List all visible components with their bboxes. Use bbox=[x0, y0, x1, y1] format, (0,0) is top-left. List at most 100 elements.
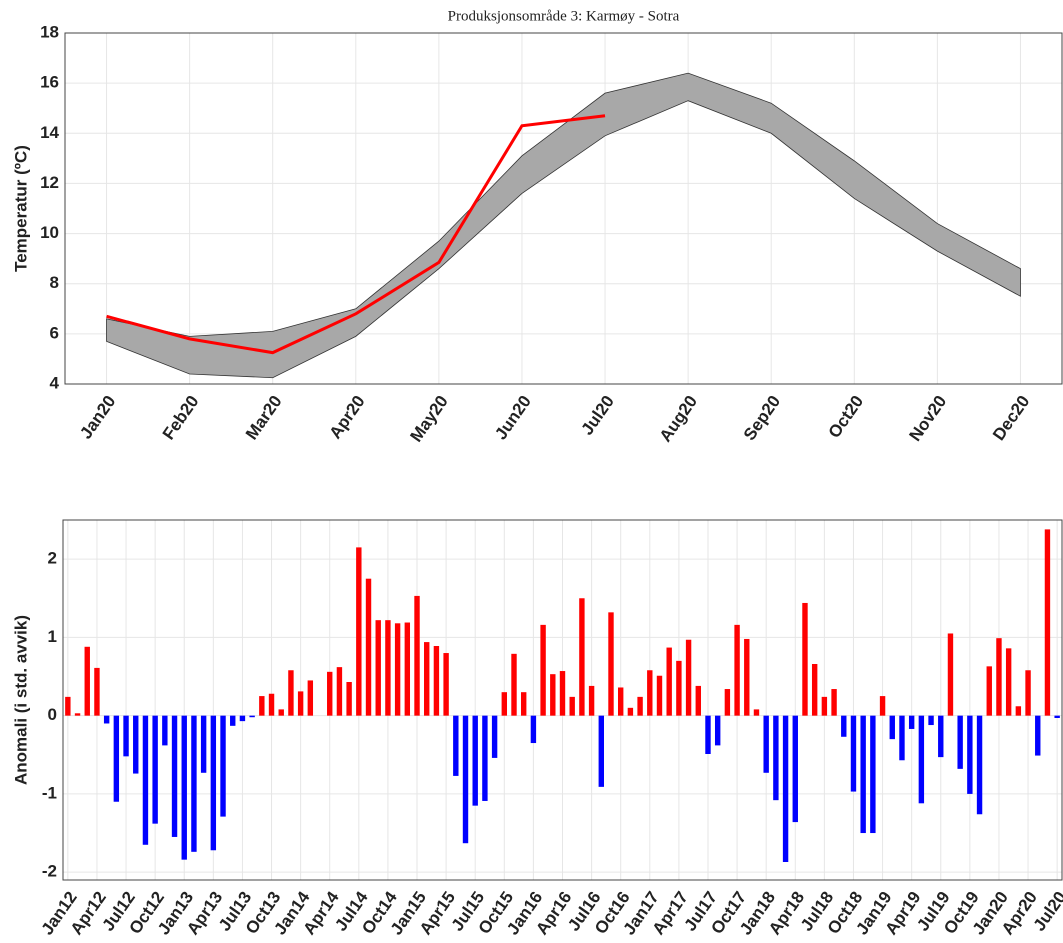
x-tick-label: May20 bbox=[406, 392, 451, 445]
bar bbox=[152, 715, 158, 824]
y-tick-label: 2 bbox=[48, 549, 57, 568]
bar bbox=[637, 696, 643, 716]
bar bbox=[142, 715, 149, 845]
y-axis-label: Temperatur (ºC) bbox=[11, 145, 30, 272]
bar bbox=[714, 715, 721, 746]
y-tick-label: 8 bbox=[50, 273, 59, 292]
bar bbox=[365, 578, 372, 716]
bar bbox=[588, 685, 595, 716]
bar bbox=[569, 696, 575, 716]
axis-box bbox=[64, 32, 1063, 385]
bar bbox=[792, 715, 798, 823]
bar bbox=[394, 623, 401, 716]
x-tick-label: Aug20 bbox=[656, 392, 701, 445]
bar bbox=[928, 715, 934, 726]
bar bbox=[94, 667, 100, 716]
bar bbox=[559, 671, 566, 716]
bar bbox=[821, 696, 828, 716]
y-tick-label: -1 bbox=[42, 783, 57, 802]
bar bbox=[239, 715, 246, 722]
bar bbox=[414, 595, 420, 716]
bar bbox=[356, 547, 362, 716]
bar bbox=[521, 692, 527, 716]
bar bbox=[938, 715, 944, 758]
y-tick-label: 6 bbox=[50, 323, 59, 342]
bar bbox=[210, 715, 217, 851]
bar bbox=[753, 709, 760, 716]
bar bbox=[811, 664, 818, 716]
bar bbox=[249, 715, 255, 718]
bar bbox=[482, 715, 488, 801]
bar bbox=[162, 715, 168, 746]
y-tick-label: -2 bbox=[42, 862, 57, 881]
bar bbox=[268, 693, 275, 716]
bar bbox=[1035, 715, 1041, 756]
bar bbox=[404, 622, 411, 716]
bar bbox=[181, 715, 187, 860]
bar bbox=[278, 709, 284, 716]
bar bbox=[171, 715, 178, 837]
bar bbox=[695, 685, 701, 716]
bar bbox=[802, 602, 808, 716]
axis-box bbox=[62, 519, 1063, 881]
bar bbox=[656, 675, 663, 716]
band bbox=[106, 72, 1021, 379]
x-tick-label: Oct20 bbox=[825, 392, 868, 442]
bar bbox=[763, 715, 769, 773]
y-axis-label: Anomali (i std. avvik) bbox=[11, 615, 30, 785]
bar bbox=[627, 707, 634, 716]
bar bbox=[666, 647, 672, 716]
bar bbox=[472, 715, 478, 806]
bar bbox=[908, 715, 915, 729]
bar bbox=[530, 715, 537, 744]
bar bbox=[705, 715, 711, 754]
chart-title: Produksjonsområde 3: Karmøy - Sotra bbox=[448, 8, 680, 24]
y-tick-label: 14 bbox=[40, 123, 59, 142]
bar bbox=[957, 715, 963, 769]
bar bbox=[288, 670, 294, 716]
bar bbox=[579, 598, 585, 716]
bar bbox=[676, 660, 682, 716]
bar bbox=[84, 646, 90, 716]
y-tick-label: 1 bbox=[48, 627, 57, 646]
x-tick-label: Mar20 bbox=[242, 392, 286, 443]
bar bbox=[511, 653, 517, 716]
bar bbox=[782, 715, 789, 862]
x-tick-label: Feb20 bbox=[159, 392, 203, 443]
bar bbox=[647, 670, 653, 716]
x-tick-label: Jan20 bbox=[76, 392, 119, 442]
bar bbox=[1044, 529, 1051, 716]
bar bbox=[879, 696, 886, 716]
bar bbox=[1054, 715, 1060, 718]
bar bbox=[133, 715, 139, 774]
bar bbox=[113, 715, 120, 802]
y-tick-label: 16 bbox=[40, 73, 59, 92]
bar bbox=[918, 715, 925, 804]
bar bbox=[899, 715, 905, 761]
bar bbox=[74, 713, 81, 716]
bar bbox=[385, 620, 391, 716]
x-tick-label: Jul20 bbox=[577, 392, 618, 439]
bar bbox=[947, 633, 954, 716]
bar bbox=[200, 715, 207, 773]
bar bbox=[598, 715, 604, 787]
bar bbox=[996, 638, 1002, 716]
bar bbox=[462, 715, 469, 844]
bar bbox=[773, 715, 779, 801]
bar bbox=[608, 612, 614, 716]
y-tick-label: 4 bbox=[50, 373, 60, 392]
bar bbox=[259, 696, 265, 716]
bar bbox=[831, 689, 837, 716]
bar bbox=[617, 687, 624, 716]
bar bbox=[491, 715, 498, 758]
bar bbox=[724, 689, 731, 716]
bar bbox=[501, 692, 508, 716]
bar bbox=[346, 682, 352, 716]
bar bbox=[191, 715, 197, 852]
bar bbox=[123, 715, 129, 757]
bar bbox=[540, 624, 546, 716]
bar bbox=[103, 715, 110, 724]
bar bbox=[841, 715, 847, 737]
bar bbox=[870, 715, 876, 834]
